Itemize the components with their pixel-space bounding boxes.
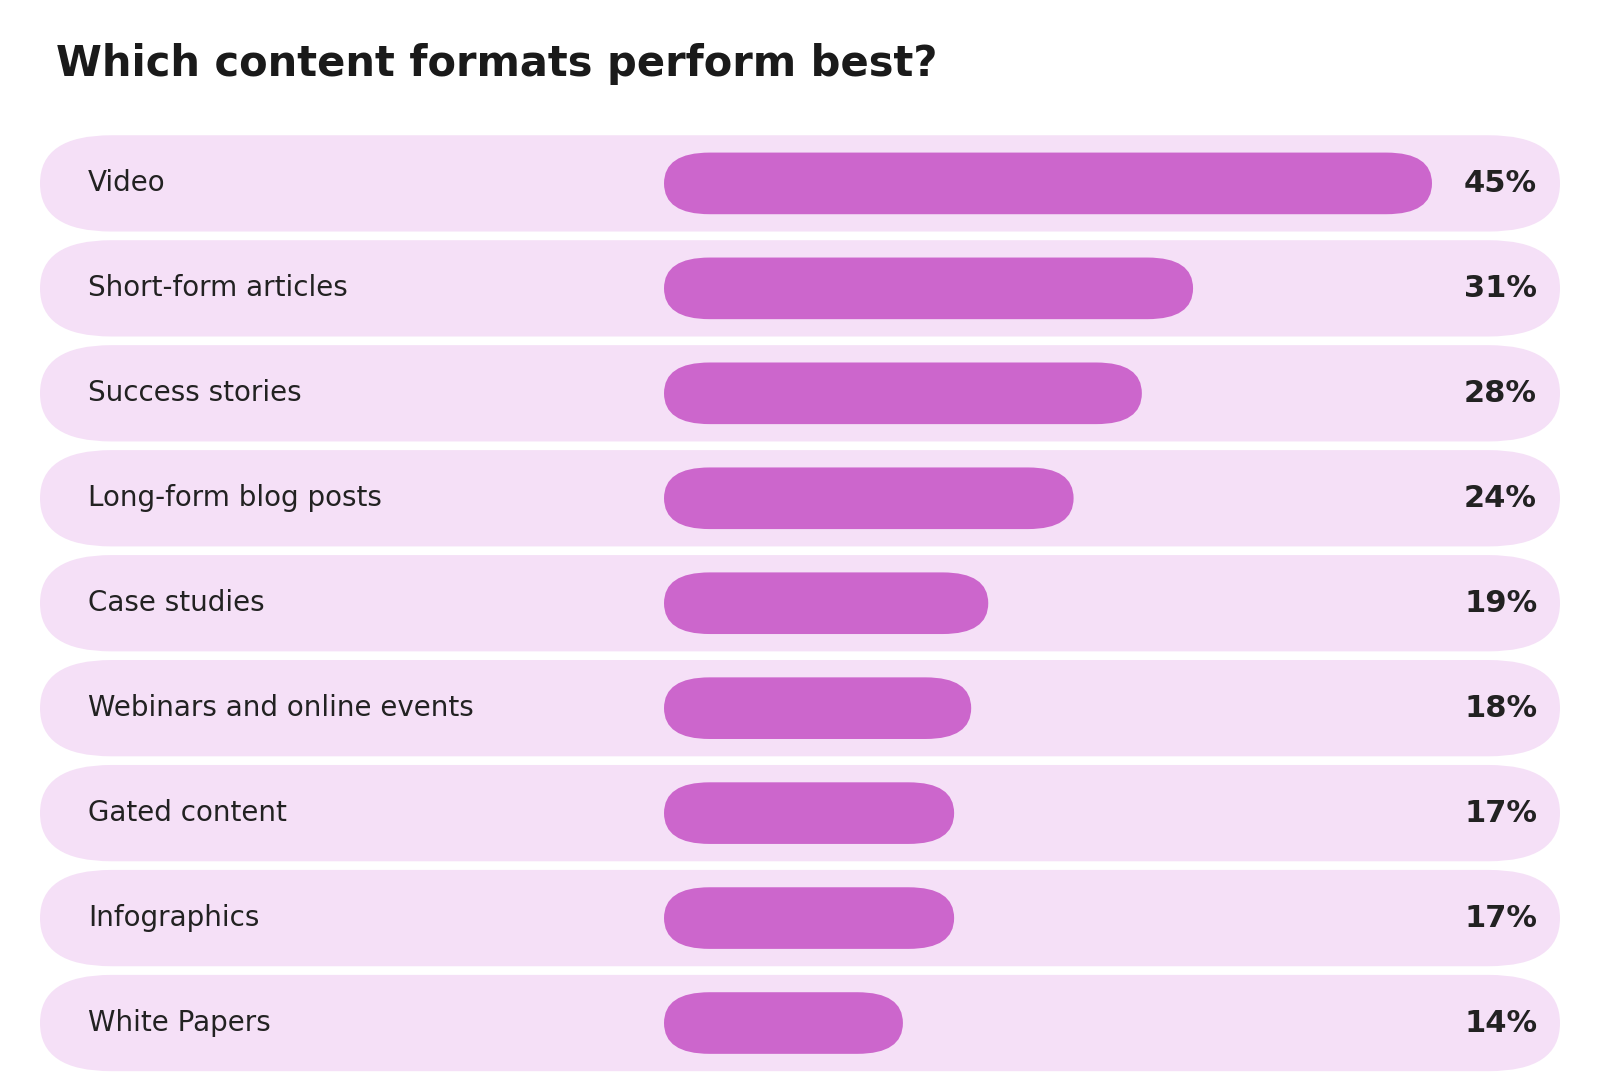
Text: Infographics: Infographics	[88, 905, 259, 932]
Text: 18%: 18%	[1464, 694, 1538, 723]
Text: Case studies: Case studies	[88, 590, 264, 617]
Text: 31%: 31%	[1464, 274, 1538, 303]
Text: 17%: 17%	[1464, 799, 1538, 828]
Text: Short-form articles: Short-form articles	[88, 275, 347, 302]
Text: 45%: 45%	[1464, 169, 1538, 198]
Text: 28%: 28%	[1464, 379, 1538, 408]
Text: Long-form blog posts: Long-form blog posts	[88, 485, 382, 512]
Text: Webinars and online events: Webinars and online events	[88, 695, 474, 722]
Text: Success stories: Success stories	[88, 380, 302, 407]
Text: 19%: 19%	[1464, 589, 1538, 618]
Text: Gated content: Gated content	[88, 800, 286, 827]
Text: 24%: 24%	[1464, 484, 1538, 513]
Text: 14%: 14%	[1464, 1008, 1538, 1038]
Text: Video: Video	[88, 170, 166, 197]
Text: White Papers: White Papers	[88, 1010, 270, 1037]
Text: Which content formats perform best?: Which content formats perform best?	[56, 43, 938, 85]
Text: 17%: 17%	[1464, 903, 1538, 933]
